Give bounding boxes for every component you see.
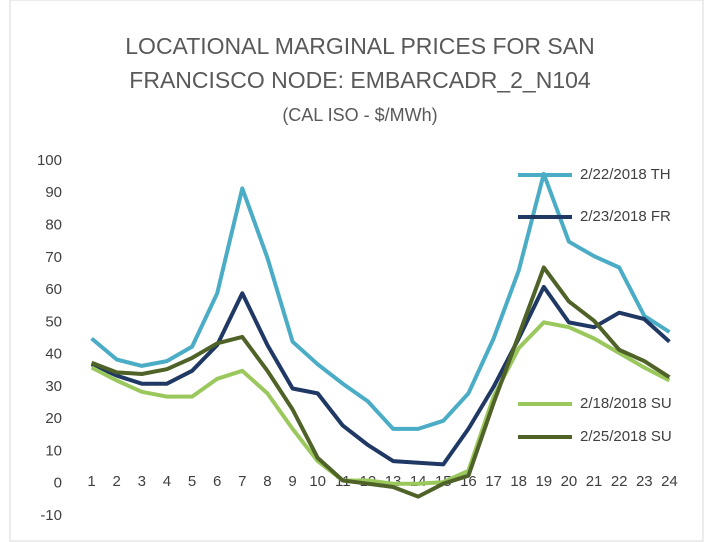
x-tick-label: 7 — [238, 473, 246, 490]
y-tick-label: 0 — [54, 475, 62, 492]
x-tick-label: 2 — [113, 473, 121, 490]
y-tick-label: 50 — [45, 313, 62, 330]
x-tick-label: 17 — [485, 473, 502, 490]
x-tick-label: 23 — [636, 473, 653, 490]
x-tick-label: 6 — [213, 473, 221, 490]
x-tick-label: 19 — [535, 473, 552, 490]
legend-label: 2/18/2018 SU — [580, 395, 672, 412]
legend-label: 2/25/2018 SU — [580, 428, 672, 445]
y-tick-label: 10 — [45, 442, 62, 459]
x-tick-label: 1 — [87, 473, 95, 490]
y-tick-label: 60 — [45, 281, 62, 298]
x-tick-label: 3 — [138, 473, 146, 490]
x-tick-label: 22 — [611, 473, 628, 490]
series-line — [90, 284, 671, 467]
series-line — [90, 320, 671, 486]
y-tick-label: 30 — [45, 378, 62, 395]
y-tick-label: 80 — [45, 217, 62, 234]
x-tick-label: 18 — [510, 473, 527, 490]
x-tick-label: 21 — [586, 473, 603, 490]
x-tick-label: 4 — [163, 473, 171, 490]
chart-title: FRANCISCO NODE: EMBARCADR_2_N104 — [129, 67, 591, 93]
chart-border — [9, 0, 704, 542]
x-tick-label: 5 — [188, 473, 196, 490]
x-tick-label: 8 — [263, 473, 271, 490]
chart-subtitle: (CAL ISO - $/MWh) — [282, 105, 437, 125]
legend-label: 2/22/2018 TH — [580, 166, 671, 183]
x-tick-label: 24 — [661, 473, 678, 490]
chart-title: LOCATIONAL MARGINAL PRICES FOR SAN — [125, 33, 594, 59]
x-tick-label: 14 — [410, 473, 427, 490]
y-tick-label: -10 — [40, 507, 62, 524]
y-tick-label: 40 — [45, 346, 62, 363]
y-tick-label: 100 — [37, 152, 62, 169]
y-tick-label: 20 — [45, 410, 62, 427]
x-tick-label: 9 — [288, 473, 296, 490]
series-line — [90, 265, 671, 499]
x-tick-label: 10 — [309, 473, 326, 490]
x-tick-label: 20 — [561, 473, 578, 490]
y-tick-label: 90 — [45, 184, 62, 201]
legend-label: 2/23/2018 FR — [580, 208, 671, 225]
y-tick-label: 70 — [45, 249, 62, 266]
series-line — [90, 171, 671, 431]
